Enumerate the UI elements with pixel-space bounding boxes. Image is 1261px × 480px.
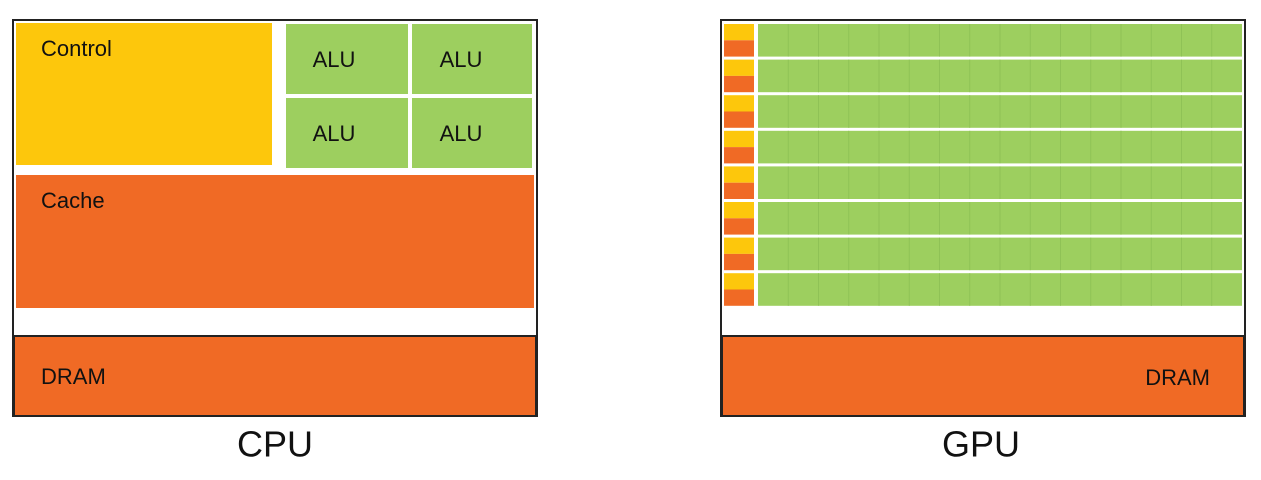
alu-label: ALU [440,121,483,146]
control-unit [724,130,754,148]
control-unit [724,237,754,254]
control-block [16,23,272,165]
control-unit [724,202,754,219]
alu-block [412,24,532,94]
dram-block [13,335,537,417]
cache-unit [724,289,754,306]
alu-label: ALU [313,47,356,72]
cache-unit [724,75,754,93]
control-label: Control [41,36,112,61]
dram-label: DRAM [41,364,106,389]
control-unit [724,166,754,183]
gpu-cores [724,24,1242,306]
dram-block [721,335,1245,417]
cpu-caption: CPU [237,424,313,465]
dram-label: DRAM [1145,365,1210,390]
cpu: Control ALU ALU ALU ALU Cache DRAM CPU [12,19,538,465]
control-unit [724,24,754,41]
gpu: DRAM GPU [720,19,1246,465]
control-unit [724,59,754,76]
alu-block [286,24,408,94]
cache-unit [724,147,754,164]
cache-label: Cache [41,188,105,213]
cache-block [16,175,534,308]
cache-unit [724,182,754,199]
control-unit [724,273,754,290]
alu-block [286,98,408,168]
alu-label: ALU [440,47,483,72]
cache-unit [724,111,754,128]
cache-unit [724,40,754,57]
alu-block [412,98,532,168]
cache-unit [724,253,754,271]
alu-label: ALU [313,121,356,146]
cache-unit [724,218,754,235]
control-unit [724,95,754,112]
gpu-caption: GPU [942,424,1020,465]
